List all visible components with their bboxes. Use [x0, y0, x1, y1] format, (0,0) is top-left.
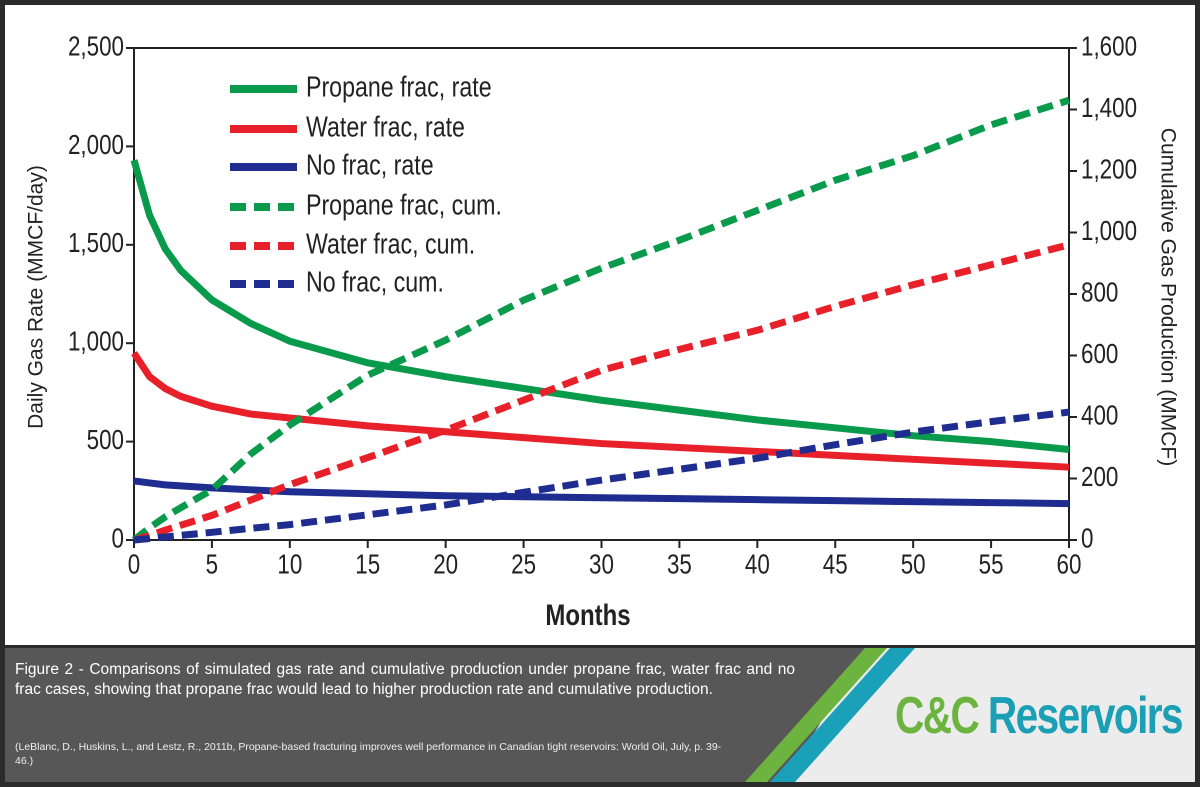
y-tick-label: 2,000	[68, 130, 124, 161]
x-tick-label: 45	[823, 549, 848, 580]
x-tick-label: 55	[979, 549, 1004, 580]
series-line	[131, 96, 1071, 543]
y2-tick-label: 400	[1081, 400, 1118, 431]
x-axis-label: Months	[545, 597, 630, 631]
y2-tick-label: 600	[1081, 339, 1118, 370]
caption-text: Figure 2 - Comparisons of simulated gas …	[15, 661, 795, 698]
x-tick-label: 50	[901, 549, 926, 580]
y2-tick-label: 1,600	[1081, 31, 1137, 62]
x-tick-label: 35	[667, 549, 692, 580]
caption-panel: Figure 2 - Comparisons of simulated gas …	[5, 648, 1195, 782]
x-tick-label: 10	[277, 549, 302, 580]
y-axis-label: Daily Gas Rate (MMCF/day)	[25, 165, 48, 429]
y-tick-label: 0	[112, 523, 124, 554]
legend-label: Water frac, cum.	[306, 227, 475, 260]
y-tick-label: 500	[87, 425, 124, 456]
y2-axis-label: Cumulative Gas Production (MMCF)	[1156, 128, 1179, 466]
x-tick-label: 40	[745, 549, 770, 580]
legend-label: No frac, rate	[306, 148, 434, 181]
logo: C&C Reservoirs	[895, 686, 1184, 746]
series-line	[131, 351, 1070, 471]
y2-tick-label: 1,400	[1081, 93, 1137, 124]
y2-tick-label: 1,000	[1081, 216, 1137, 247]
series-line	[133, 408, 1070, 544]
caption-reference: (LeBlanc, D., Huskins, L., and Lestz, R.…	[15, 741, 722, 767]
legend-label: Water frac, rate	[306, 110, 465, 143]
series-line	[133, 477, 1070, 508]
y-tick-label: 1,500	[68, 228, 124, 259]
y2-tick-label: 1,200	[1081, 154, 1137, 185]
x-tick-label: 20	[433, 549, 458, 580]
stripe	[770, 648, 915, 782]
x-tick-label: 15	[355, 549, 380, 580]
x-tick-label: 30	[589, 549, 614, 580]
series-line	[130, 159, 1070, 453]
y2-tick-label: 200	[1081, 462, 1118, 493]
x-tick-label: 60	[1057, 549, 1082, 580]
x-tick-label: 25	[511, 549, 536, 580]
y2-tick-label: 800	[1081, 277, 1118, 308]
stripes	[745, 648, 915, 782]
legend-label: Propane frac, rate	[306, 70, 492, 103]
plot-frame	[133, 47, 1070, 541]
logo-name: Reservoirs	[987, 687, 1184, 745]
stripe	[745, 648, 887, 782]
x-tick-label: 5	[206, 549, 218, 580]
chart: Months Daily Gas Rate (MMCF/day) Cumulat…	[5, 5, 1195, 645]
logo-brand: C&C	[895, 687, 980, 745]
y2-tick-label: 0	[1081, 523, 1093, 554]
legend-label: No frac, cum.	[306, 265, 444, 298]
y-tick-label: 1,000	[68, 326, 124, 357]
y-tick-label: 2,500	[68, 31, 124, 62]
legend-label: Propane frac, cum.	[306, 188, 502, 221]
x-tick-label: 0	[128, 549, 140, 580]
